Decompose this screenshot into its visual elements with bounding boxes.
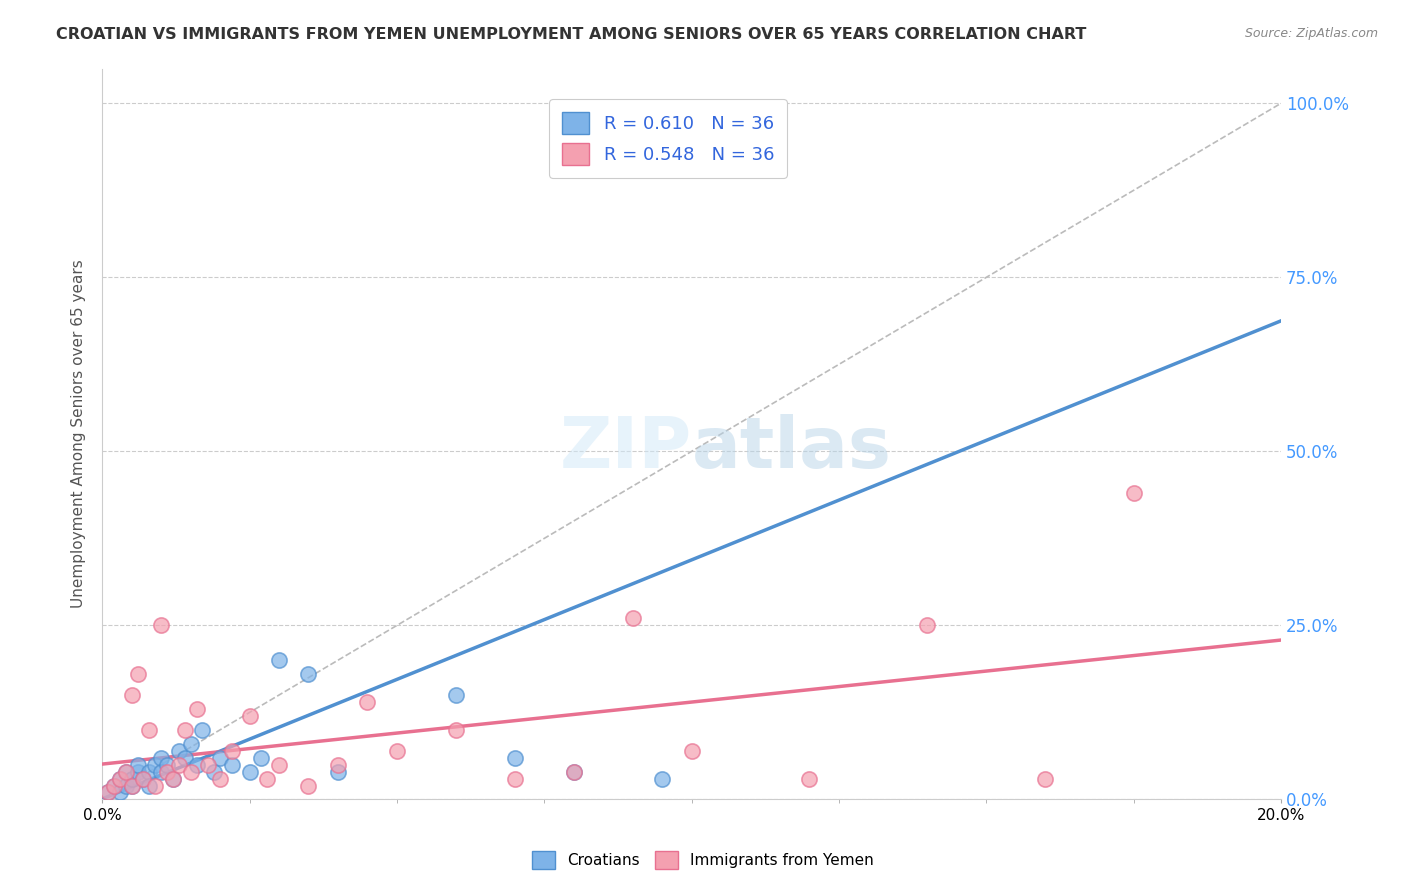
Point — [444, 723, 467, 737]
Point — [167, 744, 190, 758]
Point — [180, 764, 202, 779]
Point — [150, 750, 173, 764]
Text: CROATIAN VS IMMIGRANTS FROM YEMEN UNEMPLOYMENT AMONG SENIORS OVER 65 YEARS CORRE: CROATIAN VS IMMIGRANTS FROM YEMEN UNEMPL… — [56, 27, 1087, 42]
Point — [221, 757, 243, 772]
Point — [503, 772, 526, 786]
Point — [97, 785, 120, 799]
Point — [197, 757, 219, 772]
Point — [143, 757, 166, 772]
Point — [651, 772, 673, 786]
Point — [114, 764, 136, 779]
Point — [114, 764, 136, 779]
Point — [121, 779, 143, 793]
Legend: Croatians, Immigrants from Yemen: Croatians, Immigrants from Yemen — [526, 845, 880, 875]
Point — [180, 737, 202, 751]
Point — [156, 764, 179, 779]
Point — [503, 750, 526, 764]
Point — [150, 618, 173, 632]
Point — [173, 750, 195, 764]
Y-axis label: Unemployment Among Seniors over 65 years: Unemployment Among Seniors over 65 years — [72, 260, 86, 608]
Point — [209, 772, 232, 786]
Point — [121, 688, 143, 702]
Point — [186, 702, 208, 716]
Point — [356, 695, 378, 709]
Point — [162, 772, 184, 786]
Point — [121, 779, 143, 793]
Point — [103, 779, 125, 793]
Point — [267, 757, 290, 772]
Point — [562, 764, 585, 779]
Point — [256, 772, 278, 786]
Point — [127, 667, 149, 681]
Point — [681, 744, 703, 758]
Point — [132, 772, 155, 786]
Point — [138, 723, 160, 737]
Point — [326, 757, 349, 772]
Point — [97, 785, 120, 799]
Point — [121, 772, 143, 786]
Legend: R = 0.610   N = 36, R = 0.548   N = 36: R = 0.610 N = 36, R = 0.548 N = 36 — [550, 100, 787, 178]
Point — [186, 757, 208, 772]
Point — [138, 764, 160, 779]
Point — [221, 744, 243, 758]
Point — [238, 709, 260, 723]
Point — [238, 764, 260, 779]
Point — [297, 667, 319, 681]
Point — [444, 688, 467, 702]
Point — [1033, 772, 1056, 786]
Point — [132, 772, 155, 786]
Point — [143, 779, 166, 793]
Point — [150, 764, 173, 779]
Text: atlas: atlas — [692, 414, 891, 483]
Point — [297, 779, 319, 793]
Point — [202, 764, 225, 779]
Point — [127, 757, 149, 772]
Point — [108, 785, 131, 799]
Point — [385, 744, 408, 758]
Point — [138, 779, 160, 793]
Point — [917, 618, 939, 632]
Point — [191, 723, 214, 737]
Point — [1122, 486, 1144, 500]
Point — [250, 750, 273, 764]
Point — [162, 772, 184, 786]
Point — [740, 131, 762, 145]
Point — [156, 757, 179, 772]
Point — [108, 772, 131, 786]
Point — [209, 750, 232, 764]
Point — [114, 779, 136, 793]
Point — [167, 757, 190, 772]
Text: ZIP: ZIP — [560, 414, 692, 483]
Point — [326, 764, 349, 779]
Point — [621, 611, 644, 625]
Point — [562, 764, 585, 779]
Point — [108, 772, 131, 786]
Point — [799, 772, 821, 786]
Point — [173, 723, 195, 737]
Point — [103, 779, 125, 793]
Text: Source: ZipAtlas.com: Source: ZipAtlas.com — [1244, 27, 1378, 40]
Point — [127, 764, 149, 779]
Point — [267, 653, 290, 667]
